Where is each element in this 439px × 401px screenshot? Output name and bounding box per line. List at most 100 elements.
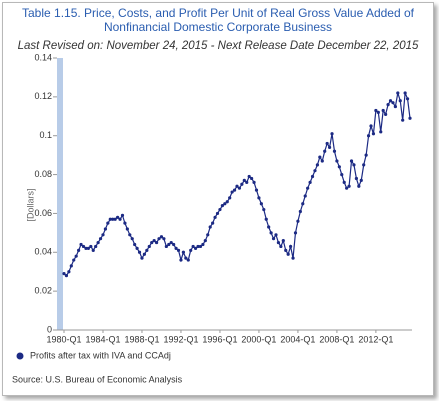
- data-point: [369, 124, 373, 128]
- data-point: [401, 118, 405, 122]
- data-point: [198, 244, 203, 249]
- source: Source: U.S. Bureau of Economic Analysis: [12, 374, 183, 384]
- data-point: [259, 202, 263, 206]
- data-point: [289, 244, 293, 249]
- x-tick-label: 1980-Q1: [46, 334, 81, 344]
- data-point: [254, 188, 259, 192]
- data-point: [323, 149, 327, 153]
- data-point: [142, 252, 147, 256]
- data-point: [274, 233, 278, 237]
- data-point: [293, 231, 298, 235]
- data-point: [332, 149, 337, 153]
- data-point: [376, 110, 380, 114]
- data-point: [203, 239, 207, 243]
- y-tick-label: 0.08: [34, 169, 52, 179]
- data-point: [211, 221, 215, 225]
- legend-marker: [16, 352, 24, 360]
- data-point: [133, 242, 137, 247]
- data-point: [116, 215, 120, 219]
- data-point: [308, 180, 312, 184]
- data-point: [371, 132, 376, 136]
- data-point: [201, 242, 205, 247]
- data-point: [364, 153, 368, 157]
- y-tick-label: 0.12: [34, 91, 52, 101]
- data-point: [181, 250, 185, 254]
- data-point: [349, 159, 354, 163]
- data-point: [213, 215, 217, 219]
- x-tick-label: 2012-Q1: [358, 334, 393, 344]
- y-axis-band: [57, 58, 63, 330]
- data-point: [101, 233, 105, 237]
- data-point: [247, 174, 251, 179]
- data-point: [303, 194, 307, 198]
- data-point: [262, 207, 266, 212]
- data-point: [62, 272, 66, 276]
- data-point: [296, 219, 300, 223]
- data-point: [94, 244, 98, 249]
- data-point: [381, 108, 385, 113]
- data-point: [318, 155, 322, 159]
- data-point: [313, 169, 317, 173]
- data-point: [362, 163, 366, 167]
- data-point: [174, 246, 178, 250]
- data-point: [74, 254, 78, 258]
- data-point: [128, 233, 132, 237]
- data-point: [264, 217, 268, 221]
- data-point: [276, 240, 281, 245]
- data-point: [113, 217, 117, 221]
- data-point: [91, 248, 95, 252]
- data-point: [230, 190, 234, 194]
- data-point: [286, 252, 290, 256]
- x-tick-label: 1988-Q1: [124, 334, 159, 344]
- data-point: [347, 184, 351, 188]
- data-point: [291, 256, 295, 260]
- y-axis-label: [Dollars]: [25, 188, 35, 221]
- data-point: [184, 256, 188, 260]
- data-point: [327, 145, 332, 149]
- data-point: [191, 244, 195, 249]
- data-point: [250, 176, 254, 181]
- data-point: [196, 244, 200, 249]
- data-point: [357, 184, 361, 188]
- data-point: [237, 186, 242, 190]
- data-point: [152, 239, 156, 243]
- y-tick-label: 0.04: [34, 247, 52, 257]
- y-tick-label: 0: [47, 324, 52, 334]
- series-line: [63, 92, 411, 277]
- data-point: [154, 240, 159, 245]
- data-point: [164, 244, 168, 249]
- data-point: [352, 163, 356, 167]
- data-point: [388, 99, 393, 103]
- data-point: [215, 211, 220, 216]
- data-point: [405, 97, 410, 101]
- data-point: [284, 248, 288, 252]
- data-point: [169, 240, 173, 245]
- data-point: [130, 237, 134, 241]
- data-point: [315, 163, 320, 167]
- data-point: [232, 188, 237, 192]
- data-point: [162, 237, 166, 241]
- y-tick-label: 0.14: [34, 52, 52, 62]
- data-point: [167, 242, 171, 247]
- data-point: [123, 221, 127, 225]
- data-point: [342, 180, 346, 184]
- data-point: [137, 250, 142, 254]
- data-point: [67, 270, 71, 274]
- data-point: [279, 244, 283, 249]
- data-point: [379, 130, 383, 134]
- data-point: [391, 101, 395, 105]
- data-point: [208, 225, 212, 229]
- data-point: [157, 237, 161, 241]
- data-point: [225, 200, 229, 204]
- y-tick-label: 0.02: [34, 286, 52, 296]
- data-point: [301, 202, 305, 206]
- data-point: [118, 217, 122, 221]
- data-point: [337, 165, 341, 169]
- data-point: [345, 186, 349, 190]
- data-point: [257, 196, 261, 200]
- data-point: [159, 235, 164, 239]
- data-point: [310, 174, 315, 179]
- data-point: [172, 242, 176, 247]
- chart-subtitle: Last Revised on: November 24, 2015 - Nex…: [18, 40, 419, 52]
- data-point: [271, 237, 276, 241]
